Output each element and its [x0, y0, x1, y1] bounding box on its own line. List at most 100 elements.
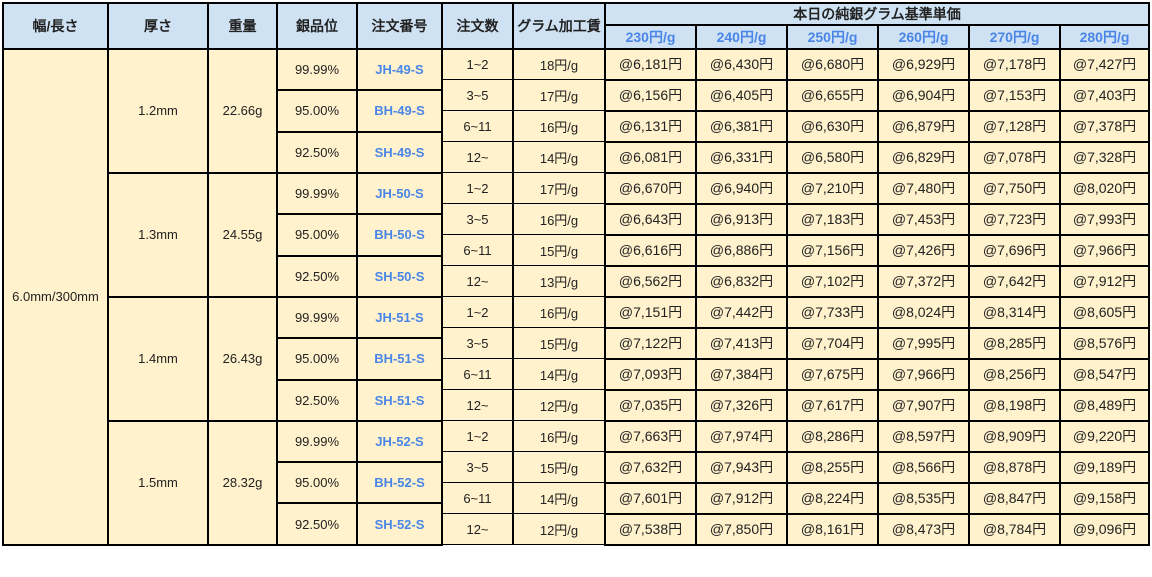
- unit-price-cell: @9,158円: [1059, 481, 1150, 515]
- unit-price-cell: @6,081円: [604, 140, 697, 174]
- unit-price-cell: @6,430円: [695, 48, 788, 81]
- gram-fee-cell: 16円/g: [512, 110, 606, 143]
- unit-price-cell: @7,078円: [968, 140, 1061, 174]
- unit-price-cell: @7,642円: [968, 264, 1061, 298]
- header-base-price: 250円/g: [786, 24, 879, 50]
- unit-price-cell: @8,255円: [786, 450, 879, 484]
- unit-price-cell: @6,562円: [604, 264, 697, 298]
- unit-price-cell: @7,453円: [877, 202, 970, 236]
- unit-price-cell: @6,940円: [695, 171, 788, 205]
- header-gram-fee: グラム加工賃: [512, 2, 606, 50]
- unit-price-cell: @7,696円: [968, 233, 1061, 267]
- gram-fee-cell: 16円/g: [512, 296, 606, 329]
- unit-price-cell: @7,912円: [1059, 264, 1150, 298]
- unit-price-cell: @7,966円: [877, 357, 970, 391]
- unit-price-cell: @7,210円: [786, 171, 879, 205]
- order-code-cell: JH-50-S: [356, 171, 443, 216]
- order-code-cell: BH-52-S: [356, 461, 443, 505]
- unit-price-cell: @8,878円: [968, 450, 1061, 484]
- order-qty-cell: 1~2: [441, 48, 514, 81]
- gram-fee-cell: 12円/g: [512, 389, 606, 422]
- unit-price-cell: @6,904円: [877, 78, 970, 112]
- table-row: 6~11 14円/g @7,093円 @7,384円 @7,675円 @7,966円 @8,…: [3, 357, 1150, 391]
- gram-fee-cell: 13円/g: [512, 265, 606, 298]
- header-base-price: 260円/g: [877, 24, 970, 50]
- table-row: 6~11 16円/g @6,131円 @6,381円 @6,630円 @6,879円 @7,…: [3, 109, 1150, 143]
- order-code-cell: SH-50-S: [356, 254, 443, 298]
- purity-cell: 95.00%: [276, 337, 358, 381]
- purity-cell: 99.99%: [276, 419, 358, 464]
- thickness-cell: 1.3mm: [107, 171, 209, 298]
- order-code-cell: BH-49-S: [356, 89, 443, 133]
- unit-price-cell: @7,907円: [877, 388, 970, 422]
- unit-price-cell: @8,473円: [877, 512, 970, 546]
- order-qty-cell: 1~2: [441, 296, 514, 329]
- unit-price-cell: @6,680円: [786, 48, 879, 81]
- unit-price-cell: @8,224円: [786, 481, 879, 515]
- unit-price-cell: @9,096円: [1059, 512, 1150, 546]
- unit-price-cell: @7,750円: [968, 171, 1061, 205]
- unit-price-cell: @6,405円: [695, 78, 788, 112]
- unit-price-cell: @7,378円: [1059, 109, 1150, 143]
- gram-fee-cell: 16円/g: [512, 420, 606, 453]
- unit-price-cell: @7,178円: [968, 48, 1061, 81]
- unit-price-cell: @6,643円: [604, 202, 697, 236]
- unit-price-cell: @8,547円: [1059, 357, 1150, 391]
- table-row: 95.00% BH-50-S: [3, 213, 1149, 257]
- unit-price-cell: @7,733円: [786, 295, 879, 329]
- table-row: 92.50% SH-51-S: [3, 378, 1149, 422]
- unit-price-cell: @8,314円: [968, 295, 1061, 329]
- unit-price-cell: @7,943円: [695, 450, 788, 484]
- purity-cell: 95.00%: [276, 89, 358, 133]
- order-code-cell: SH-52-S: [356, 502, 443, 546]
- unit-price-cell: @7,328円: [1059, 140, 1150, 174]
- unit-price-cell: @7,675円: [786, 357, 879, 391]
- unit-price-cell: @6,381円: [695, 109, 788, 143]
- unit-price-cell: @8,198円: [968, 388, 1061, 422]
- header-base-price-group: 本日の純銀グラム基準単価: [604, 2, 1150, 26]
- unit-price-cell: @6,616円: [604, 233, 697, 267]
- unit-price-cell: @6,832円: [695, 264, 788, 298]
- unit-price-cell: @7,601円: [604, 481, 697, 515]
- table-row: 95.00% BH-52-S: [3, 461, 1149, 505]
- unit-price-cell: @7,966円: [1059, 233, 1150, 267]
- table-row: 12~ 13円/g @6,562円 @6,832円 @7,102円 @7,372円 @7,6…: [3, 264, 1150, 298]
- unit-price-cell: @7,156円: [786, 233, 879, 267]
- unit-price-cell: @8,566円: [877, 450, 970, 484]
- purity-cell: 99.99%: [276, 295, 358, 340]
- gram-fee-cell: 14円/g: [512, 482, 606, 515]
- unit-price-cell: @6,181円: [604, 48, 697, 81]
- unit-price-cell: @8,285円: [968, 326, 1061, 360]
- unit-price-cell: @7,102円: [786, 264, 879, 298]
- header-order-code: 注文番号: [356, 2, 443, 50]
- order-qty-cell: 1~2: [441, 172, 514, 205]
- table-row: 3~5 16円/g @6,643円 @6,913円 @7,183円 @7,453円 @7,7…: [3, 202, 1150, 236]
- unit-price-cell: @7,704円: [786, 326, 879, 360]
- unit-price-cell: @7,384円: [695, 357, 788, 391]
- table-row: 92.50% SH-52-S: [3, 502, 1149, 546]
- header-base-price: 240円/g: [695, 24, 788, 50]
- unit-price-cell: @6,630円: [786, 109, 879, 143]
- unit-price-cell: @8,024円: [877, 295, 970, 329]
- unit-price-cell: @7,426円: [877, 233, 970, 267]
- unit-price-cell: @8,597円: [877, 419, 970, 453]
- unit-price-cell: @8,847円: [968, 481, 1061, 515]
- thickness-cell: 1.5mm: [107, 419, 209, 546]
- table-row: 95.00% BH-51-S: [3, 337, 1149, 381]
- unit-price-cell: @6,655円: [786, 78, 879, 112]
- order-code-cell: JH-49-S: [356, 47, 443, 92]
- unit-price-cell: @7,122円: [604, 326, 697, 360]
- order-qty-cell: 3~5: [441, 79, 514, 112]
- unit-price-cell: @6,829円: [877, 140, 970, 174]
- order-qty-cell: 12~: [441, 389, 514, 422]
- header-base-price: 280円/g: [1059, 24, 1150, 50]
- table-row: 1.4mm 26.43g 99.99% JH-51-S 1~2 16円/g @7,151円 @…: [3, 295, 1150, 422]
- unit-price-cell: @6,929円: [877, 48, 970, 81]
- order-qty-cell: 12~: [441, 265, 514, 298]
- gram-fee-cell: 16円/g: [512, 203, 606, 236]
- unit-price-cell: @6,580円: [786, 140, 879, 174]
- order-qty-cell: 3~5: [441, 203, 514, 236]
- price-table: 幅/長さ 厚さ 重量 銀品位 注文番号 注文数 グラム加工賃 本日の純銀グラム基…: [2, 2, 1150, 546]
- unit-price-cell: @7,153円: [968, 78, 1061, 112]
- table-row: 12~ 12円/g @7,035円 @7,326円 @7,617円 @7,907円 @8,1…: [3, 388, 1150, 422]
